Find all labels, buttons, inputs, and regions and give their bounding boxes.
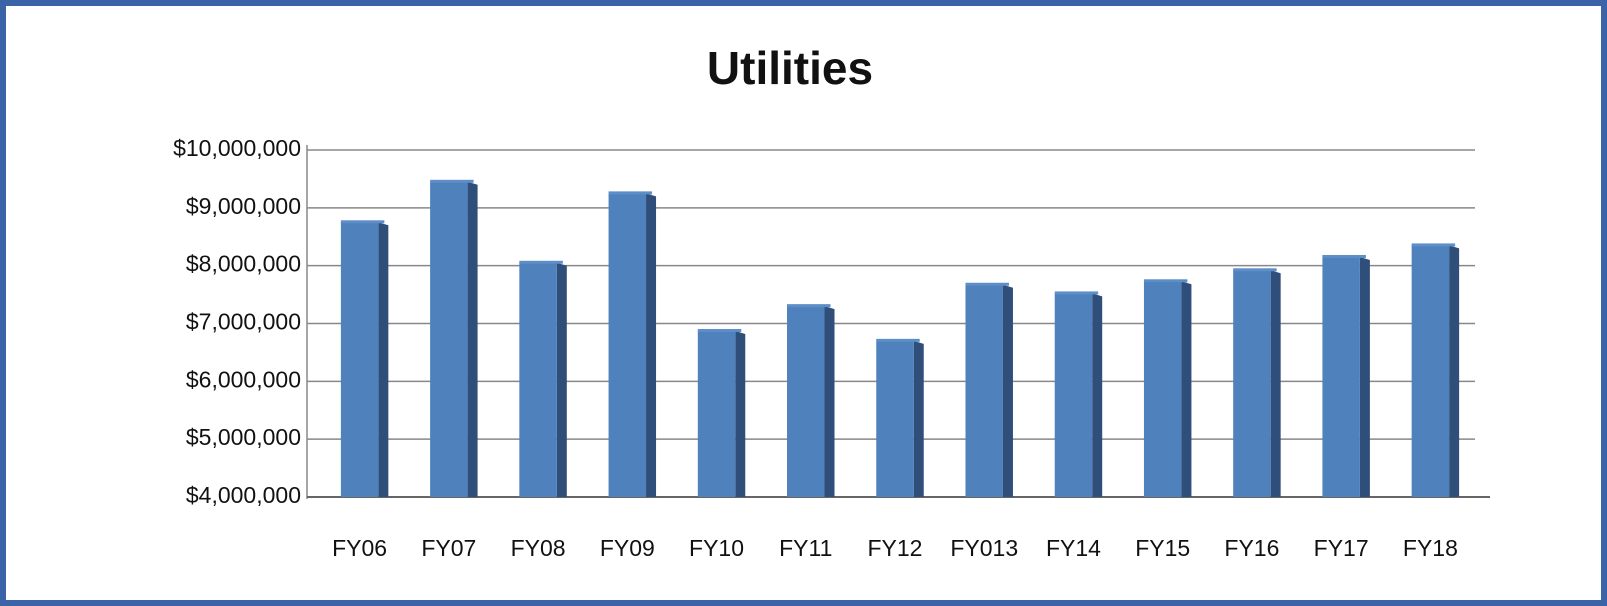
bar: [608, 193, 647, 497]
x-tick-label: FY09: [600, 535, 655, 561]
bar: [519, 262, 557, 497]
x-tick-label: FY08: [511, 535, 566, 561]
y-tick-label: $9,000,000: [186, 193, 301, 219]
bar-top: [1411, 243, 1456, 247]
x-tick-label: FY16: [1224, 535, 1279, 561]
bar-side: [1092, 293, 1103, 497]
y-tick-label: $7,000,000: [186, 309, 301, 335]
x-tick-label: FY12: [868, 535, 923, 561]
x-tick-label: FY07: [421, 535, 476, 561]
y-tick-label: $8,000,000: [186, 251, 301, 277]
bar-top: [965, 282, 1009, 286]
bar: [1143, 281, 1182, 497]
bar: [1233, 270, 1271, 497]
bar-top: [430, 179, 474, 183]
bar-top: [1143, 279, 1188, 283]
bar-top: [1233, 268, 1277, 272]
x-tick-label: FY17: [1314, 535, 1369, 561]
bar-top: [876, 338, 920, 342]
bar: [876, 340, 914, 497]
bar-side: [1359, 256, 1370, 497]
bar-side: [1449, 245, 1460, 497]
bar: [340, 222, 379, 497]
bar-top: [608, 191, 653, 195]
bar-side: [1270, 270, 1281, 497]
bar-side: [1002, 284, 1013, 497]
bar-side: [824, 306, 835, 497]
bar-top: [787, 304, 831, 308]
bar: [965, 284, 1003, 497]
bar: [787, 306, 825, 497]
y-tick-label: $5,000,000: [186, 424, 301, 450]
bar-top: [1322, 254, 1366, 258]
bar-side: [646, 193, 657, 497]
bar-top: [340, 220, 385, 224]
x-tick-label: FY013: [950, 535, 1018, 561]
bar-side: [378, 222, 389, 497]
x-tick-label: FY15: [1135, 535, 1190, 561]
bar: [1322, 256, 1360, 497]
chart-title: Utilities: [707, 42, 873, 94]
y-tick-label: $10,000,000: [173, 135, 301, 161]
bar-side: [556, 262, 567, 497]
bar-top: [1054, 291, 1099, 295]
bar: [1411, 245, 1450, 497]
bar: [430, 181, 468, 497]
bar-side: [913, 340, 924, 497]
bar-side: [467, 181, 478, 497]
y-tick-label: $6,000,000: [186, 366, 301, 392]
x-tick-label: FY10: [689, 535, 744, 561]
x-tick-label: FY06: [332, 535, 387, 561]
bar: [697, 331, 736, 497]
x-tick-label: FY18: [1403, 535, 1458, 561]
bar: [1054, 293, 1093, 497]
x-tick-label: FY14: [1046, 535, 1101, 561]
bar-side: [735, 331, 746, 497]
x-tick-label: FY11: [779, 535, 832, 561]
bar-top: [697, 329, 742, 333]
bar-top: [519, 260, 563, 264]
bar-side: [1181, 281, 1192, 497]
y-tick-label: $4,000,000: [186, 482, 301, 508]
